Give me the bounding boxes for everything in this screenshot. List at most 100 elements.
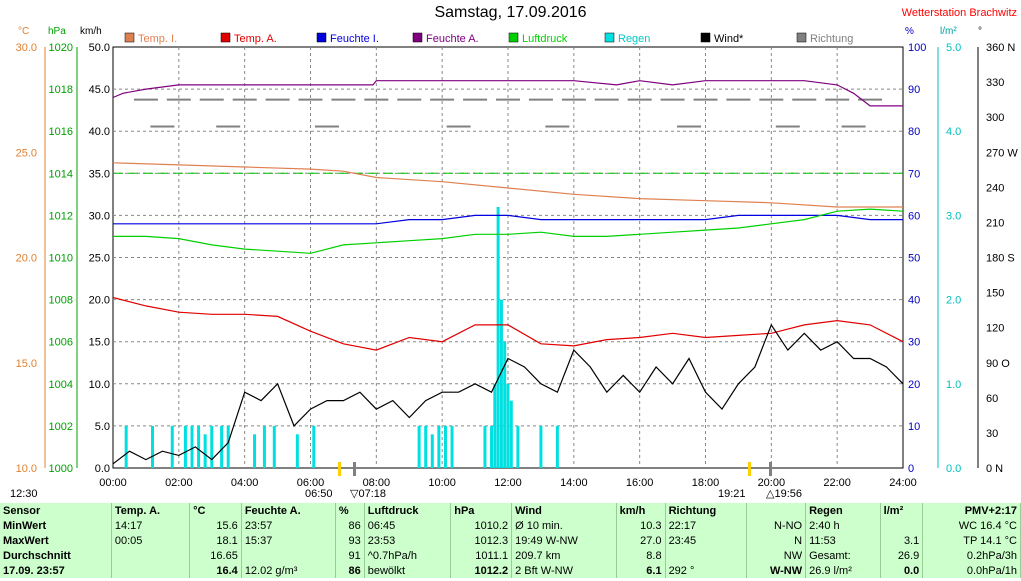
- dir-tick-label: 0 N: [986, 463, 1003, 475]
- stats-cell: WC 16.4 °C: [922, 518, 1021, 533]
- temp-tick-label: 10.0: [16, 463, 37, 475]
- direction-mark: [528, 98, 553, 101]
- rain-bar: [151, 425, 154, 468]
- stats-cell: Gesamt:: [805, 548, 881, 563]
- rain-bar: [220, 425, 224, 468]
- sunset-end-tick: [769, 462, 772, 476]
- direction-mark: [677, 125, 702, 128]
- rain-bar: [226, 425, 230, 468]
- stats-cell: 15:37: [241, 533, 336, 548]
- stats-cell: 10.3: [616, 518, 666, 533]
- series-line: [112, 162, 903, 208]
- temp-unit: °C: [18, 26, 30, 37]
- rain-bar: [503, 341, 507, 468]
- legend-label: Richtung: [810, 33, 853, 45]
- rain-bar: [183, 425, 187, 468]
- direction-mark: [759, 98, 784, 101]
- stats-cell: 17.09. 23:57: [0, 563, 112, 578]
- hum-tick-label: 60: [908, 210, 920, 222]
- stats-row: Durchschnitt 16.65 91 ^0.7hPa/h 1011.1 209.7 …: [0, 548, 1021, 563]
- x-tick-label: 00:00: [99, 477, 127, 489]
- direction-mark: [726, 98, 751, 101]
- hum-tick-label: 70: [908, 168, 920, 180]
- stats-cell: [111, 548, 191, 563]
- press-tick-label: 1014: [49, 168, 73, 180]
- series-line: [112, 296, 904, 351]
- legend-label: Regen: [618, 33, 650, 45]
- stats-header-cell: km/h: [616, 503, 666, 518]
- stats-cell: N-NO: [746, 518, 807, 533]
- direction-mark: [627, 98, 652, 101]
- rain-bar: [506, 383, 510, 468]
- dir-tick-label: 240: [986, 182, 1004, 194]
- stats-cell: NW: [746, 548, 807, 563]
- wind-tick-label: 15.0: [89, 337, 110, 349]
- stats-cell: 06:45: [364, 518, 452, 533]
- stats-cell: 8.8: [616, 548, 666, 563]
- direction-mark: [446, 125, 471, 128]
- rain-tick-label: 4.0: [946, 126, 961, 138]
- stats-cell: 18.1: [189, 533, 242, 548]
- dir-tick-label: 360 N: [986, 42, 1015, 54]
- stats-cell: MaxWert: [0, 533, 112, 548]
- direction-mark: [430, 98, 455, 101]
- stats-cell: 3.1: [880, 533, 924, 548]
- dir-tick-label: 330: [986, 77, 1004, 89]
- stats-cell: ^0.7hPa/h: [364, 548, 452, 563]
- rain-bar: [253, 434, 257, 468]
- wind-tick-label: 5.0: [95, 421, 110, 433]
- stats-cell: 26.9: [880, 548, 924, 563]
- stats-cell: 1012.3: [450, 533, 513, 548]
- stats-header-cell: l/m²: [880, 503, 924, 518]
- direction-mark: [693, 98, 718, 101]
- wind-tick-label: 35.0: [89, 168, 110, 180]
- station-name: Wetterstation Brachwitz: [901, 7, 1017, 19]
- rain-bar: [170, 425, 174, 468]
- stats-header-cell: Feuchte A.: [241, 503, 336, 518]
- rain-tick-label: 3.0: [946, 210, 961, 222]
- stats-cell: W-NW: [746, 563, 807, 578]
- legend-label: Feuchte A.: [426, 33, 479, 45]
- direction-mark: [166, 98, 191, 101]
- stats-cell: [111, 563, 191, 578]
- hum-unit: %: [905, 26, 914, 37]
- dir-tick-label: 150: [986, 288, 1004, 300]
- x-tick-label: 18:00: [692, 477, 720, 489]
- stats-table: Sensor Temp. A. °C Feuchte A.% Luftdruck hPa W…: [0, 503, 1021, 578]
- rain-bar: [499, 299, 503, 468]
- stats-cell: 00:05: [111, 533, 191, 548]
- direction-mark: [561, 98, 586, 101]
- chart-title: Samstag, 17.09.2016: [434, 4, 587, 21]
- legend-swatch: [220, 32, 231, 43]
- direction-mark: [199, 98, 224, 101]
- legend-label: Wind*: [714, 33, 744, 45]
- direction-mark: [133, 98, 158, 101]
- wind-tick-label: 25.0: [89, 253, 110, 265]
- x-tick-label: 24:00: [889, 477, 917, 489]
- stats-cell: 6.1: [616, 563, 666, 578]
- legend-label: Luftdruck: [522, 33, 568, 45]
- press-tick-label: 1016: [49, 126, 73, 138]
- rain-bar: [190, 425, 194, 468]
- stats-cell: 2:40 h: [805, 518, 881, 533]
- press-tick-label: 1000: [49, 463, 73, 475]
- hum-tick-label: 80: [908, 126, 920, 138]
- x-tick-label: 10:00: [428, 477, 456, 489]
- direction-mark: [858, 98, 883, 101]
- stats-cell: 91: [335, 548, 365, 563]
- rain-tick-label: 5.0: [946, 42, 961, 54]
- hum-tick-label: 40: [908, 295, 920, 307]
- wind-tick-label: 20.0: [89, 295, 110, 307]
- time-marker-sunrise: 06:50: [305, 488, 333, 500]
- rain-bar: [417, 425, 421, 468]
- x-tick-label: 08:00: [363, 477, 391, 489]
- stats-header-cell: Richtung: [665, 503, 748, 518]
- rain-tick-label: 2.0: [946, 295, 961, 307]
- stats-cell: bewölkt: [364, 563, 452, 578]
- x-tick-label: 04:00: [231, 477, 259, 489]
- rain-bar: [197, 425, 201, 468]
- rain-bar: [555, 425, 559, 468]
- wind-tick-label: 45.0: [89, 84, 110, 96]
- stats-cell: 12.02 g/m³: [241, 563, 336, 578]
